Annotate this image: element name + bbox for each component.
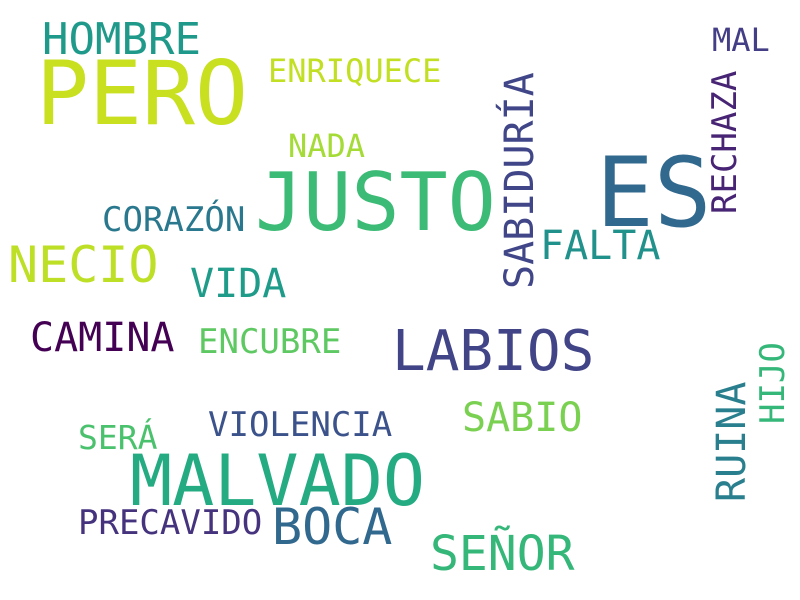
word-labios: LABIOS: [392, 319, 595, 384]
word-violencia: VIOLENCIA: [208, 405, 393, 445]
word-encubre: ENCUBRE: [198, 322, 342, 362]
word-hombre: HOMBRE: [42, 14, 201, 65]
word-sabiduria: SABIDURÍA: [497, 72, 543, 289]
word-enriquece: ENRIQUECE: [268, 52, 442, 90]
word-nada: NADA: [288, 127, 366, 165]
word-pero: PERO: [36, 42, 248, 145]
word-necio: NECIO: [8, 236, 159, 294]
word-boca: BOCA: [272, 498, 393, 556]
word-justo: JUSTO: [255, 156, 496, 249]
word-corazon: CORAZÓN: [102, 200, 246, 240]
word-camina: CAMINA: [30, 315, 175, 361]
word-senor: SEÑOR: [430, 526, 575, 582]
word-vida: VIDA: [190, 261, 287, 307]
word-malvado: MALVADO: [130, 440, 426, 522]
word-mal: MAL: [712, 21, 770, 59]
word-falta: FALTA: [540, 223, 661, 269]
word-ruina: RUINA: [709, 381, 755, 502]
word-rechaza: RECHAZA: [705, 70, 745, 214]
word-hijo: HIJO: [753, 342, 793, 424]
word-sabio: SABIO: [462, 395, 583, 441]
word-sera: SERÁ: [78, 418, 158, 457]
word-precavido: PRECAVIDO: [78, 503, 263, 543]
word-es: ES: [596, 137, 712, 249]
